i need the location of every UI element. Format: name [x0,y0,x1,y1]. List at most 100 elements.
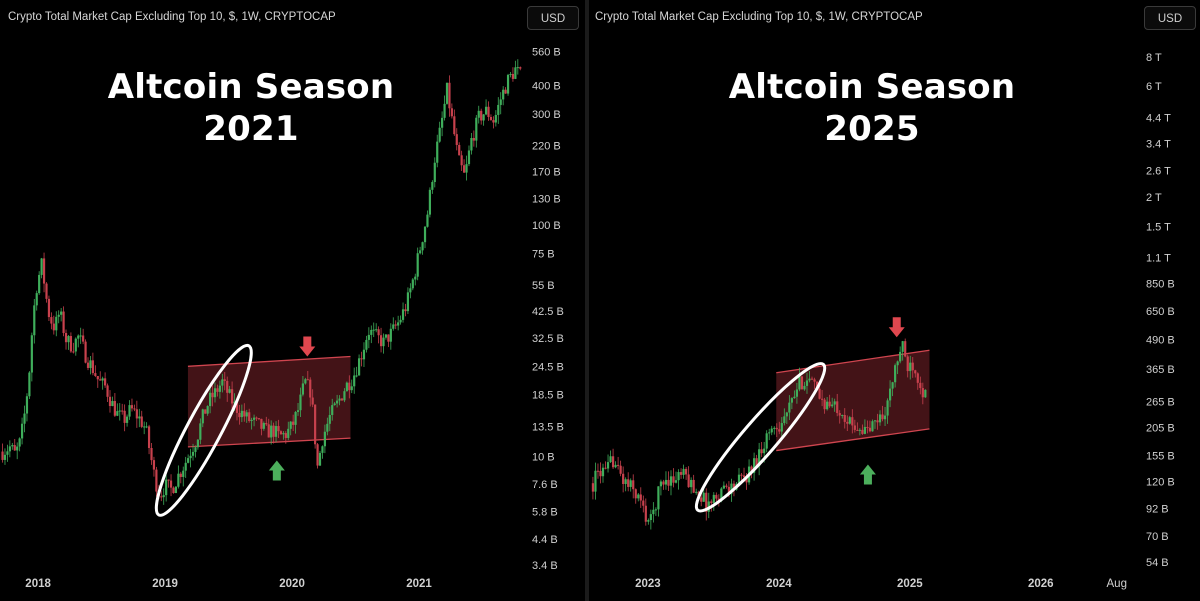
candle-body [788,402,791,413]
heading-line-1: Altcoin Season [728,67,1016,107]
candle-body [644,505,647,522]
candle-body [250,419,253,422]
candle-body [67,336,70,343]
candle-body [911,362,914,371]
candle-body [652,509,655,515]
candle-body [878,414,882,423]
candle-body [245,412,248,417]
candle-body [421,242,424,251]
candle-body [57,314,60,317]
candle-body [768,432,771,434]
candle-body [397,322,400,326]
candle-body [445,82,449,104]
candle-body [487,106,490,117]
candle-body [52,323,55,331]
candle-body [226,380,229,393]
candle-body [343,391,346,401]
candle-body [128,405,131,417]
candle-body [79,335,82,337]
candle-body [209,392,212,407]
candle-body [218,385,221,392]
candle-body [637,494,640,499]
candle-body [130,405,134,409]
candle-body [84,341,87,363]
highlight-ellipse [694,362,827,513]
candle-body [674,480,678,483]
candle-body [91,360,94,374]
candle-body [135,409,138,419]
y-tick-label: 265 B [1146,396,1175,408]
y-tick-label: 24.5 B [532,361,564,373]
candle-body [624,479,627,484]
candle-body [372,329,375,331]
candle-body [89,360,92,368]
candle-body [460,155,463,166]
candle-body [419,250,422,254]
candle-body [357,358,361,376]
candle-body [450,108,453,117]
candle-body [667,479,670,486]
y-tick-label: 55 B [532,280,555,292]
candle-body [348,382,351,391]
candle-body [919,382,922,389]
candle-body [328,414,331,424]
candle-body [861,429,864,434]
candle-body [453,116,456,135]
candle-body [326,423,329,432]
candle-body [213,388,217,398]
candle-body [111,401,114,407]
candle-body [614,464,617,468]
candle-body [765,433,768,449]
candle-body [881,414,884,420]
candle-body [853,425,856,430]
candle-body [387,334,390,342]
candle-body [499,99,502,105]
candle-body [64,332,68,343]
candle-body [306,379,309,381]
candle-body [8,446,11,452]
candle-body [682,468,685,475]
candle-body [377,329,380,336]
y-tick-label: 120 B [1146,476,1175,488]
candle-body [886,400,889,416]
candle-body [152,460,156,470]
candle-body [916,373,919,383]
candle-body [924,389,927,398]
candle-body [338,398,341,401]
candle-body [311,397,314,405]
panel-divider[interactable] [585,0,589,601]
chart-title: Crypto Total Market Cap Excluding Top 10… [595,11,923,23]
chart-heading: Altcoin Season 2021 [86,66,416,150]
candle-body [467,150,471,165]
candle-body [40,258,43,275]
candle-body [355,375,358,377]
candle-body [732,483,736,490]
candle-body [823,399,826,410]
candle-body [270,425,273,438]
candle-body [906,356,909,372]
candle-body [828,401,831,407]
candle-body [370,329,373,335]
chart-canvas: 560 B 400 B 300 B 220 B 170 B 130 B 100 B 75 B 5… [1,46,564,590]
candle-body [664,479,668,485]
candle-body [345,382,348,392]
candle-body [901,341,904,352]
y-tick-label: 850 B [1146,279,1175,291]
candle-body [55,316,58,331]
currency-button[interactable]: USD [1144,6,1196,30]
currency-button[interactable]: USD [527,6,579,30]
candle-body [72,351,75,353]
candle-body [775,427,778,430]
candle-body [866,426,869,428]
candle-body [118,410,121,412]
candle-body [436,141,439,163]
candle-body [458,144,461,156]
y-tick-label: 560 B [532,46,561,58]
candle-body [42,258,46,284]
y-tick-label: 650 B [1146,306,1175,318]
candle-body [94,373,97,376]
candle-body [480,110,483,121]
candle-body [77,335,80,339]
candle-body [632,480,635,490]
heading-line-2: 2025 [824,109,920,149]
